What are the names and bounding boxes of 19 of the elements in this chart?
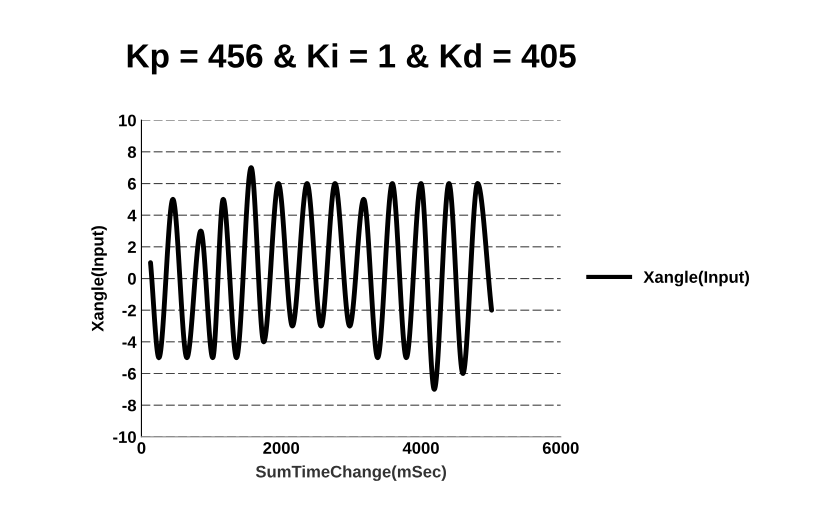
chart-title: Kp = 456 & Ki = 1 & Kd = 405 (128, 43, 576, 74)
y-tick-label: -6 (122, 368, 136, 380)
y-tick-label: -8 (122, 400, 136, 412)
x-tick-label: 2000 (263, 442, 300, 454)
x-tick-label: 0 (137, 442, 146, 454)
y-tick-label: 2 (128, 241, 136, 253)
y-tick-label: -10 (113, 431, 136, 444)
x-axis-title: SumTimeChange(mSec) (256, 465, 446, 481)
y-tick-label: 0 (128, 272, 136, 285)
y-tick-label: -4 (122, 336, 136, 348)
x-tick-label: 6000 (542, 442, 579, 454)
x-tick-label: 4000 (402, 442, 439, 454)
y-tick-label: 8 (128, 146, 136, 158)
y-tick-label: 10 (119, 114, 136, 126)
legend-label: Xangle(Input) (643, 270, 749, 286)
y-tick-label: -2 (122, 304, 136, 316)
y-tick-label: 6 (128, 178, 136, 190)
y-tick-label: 4 (128, 210, 136, 222)
y-axis-title: Xangle(Input) (91, 226, 107, 332)
